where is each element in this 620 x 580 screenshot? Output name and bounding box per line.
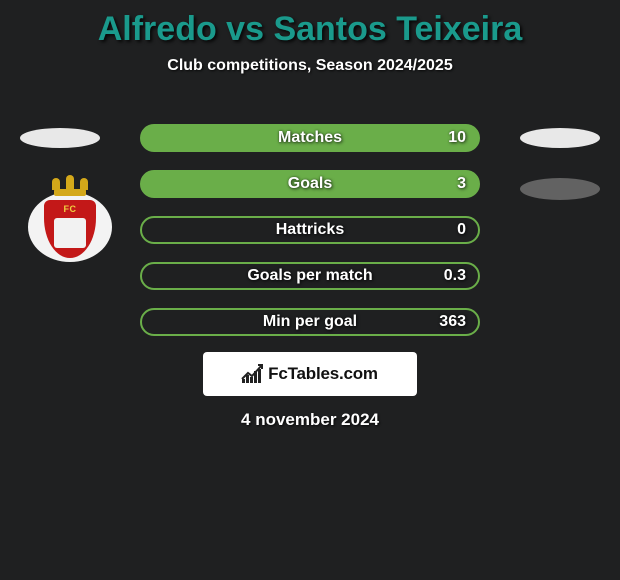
- club-crest: FC: [28, 178, 112, 262]
- stat-value: 0: [457, 221, 466, 239]
- brand-text: FcTables.com: [268, 364, 378, 384]
- stat-label: Min per goal: [263, 313, 357, 331]
- stat-value: 3: [457, 175, 466, 193]
- stat-label: Goals per match: [247, 267, 372, 285]
- stat-bar: Goals 3: [140, 170, 480, 198]
- stat-bar: Hattricks 0: [140, 216, 480, 244]
- date-label: 4 november 2024: [0, 410, 620, 430]
- stat-value: 0.3: [444, 267, 466, 285]
- stat-label: Matches: [278, 129, 342, 147]
- stat-bar: Goals per match 0.3: [140, 262, 480, 290]
- crest-fc-label: FC: [64, 204, 77, 214]
- right-slot-ellipse-1: [520, 128, 600, 148]
- left-slot-ellipse-1: [20, 128, 100, 148]
- stats-column: Matches 10 Goals 3 Hattricks 0 Goals per match…: [140, 124, 480, 354]
- stat-bar: Min per goal 363: [140, 308, 480, 336]
- crest-crown: [50, 178, 90, 196]
- brand-box: FcTables.com: [203, 352, 417, 396]
- page-title: Alfredo vs Santos Teixeira: [0, 0, 620, 49]
- right-slot-ellipse-2: [520, 178, 600, 200]
- subtitle: Club competitions, Season 2024/2025: [0, 57, 620, 75]
- chart-icon: [242, 365, 262, 383]
- stat-value: 10: [448, 129, 466, 147]
- stat-label: Goals: [288, 175, 332, 193]
- stat-bar: Matches 10: [140, 124, 480, 152]
- stat-value: 363: [439, 313, 466, 331]
- stat-label: Hattricks: [276, 221, 344, 239]
- crest-inner: [54, 218, 86, 248]
